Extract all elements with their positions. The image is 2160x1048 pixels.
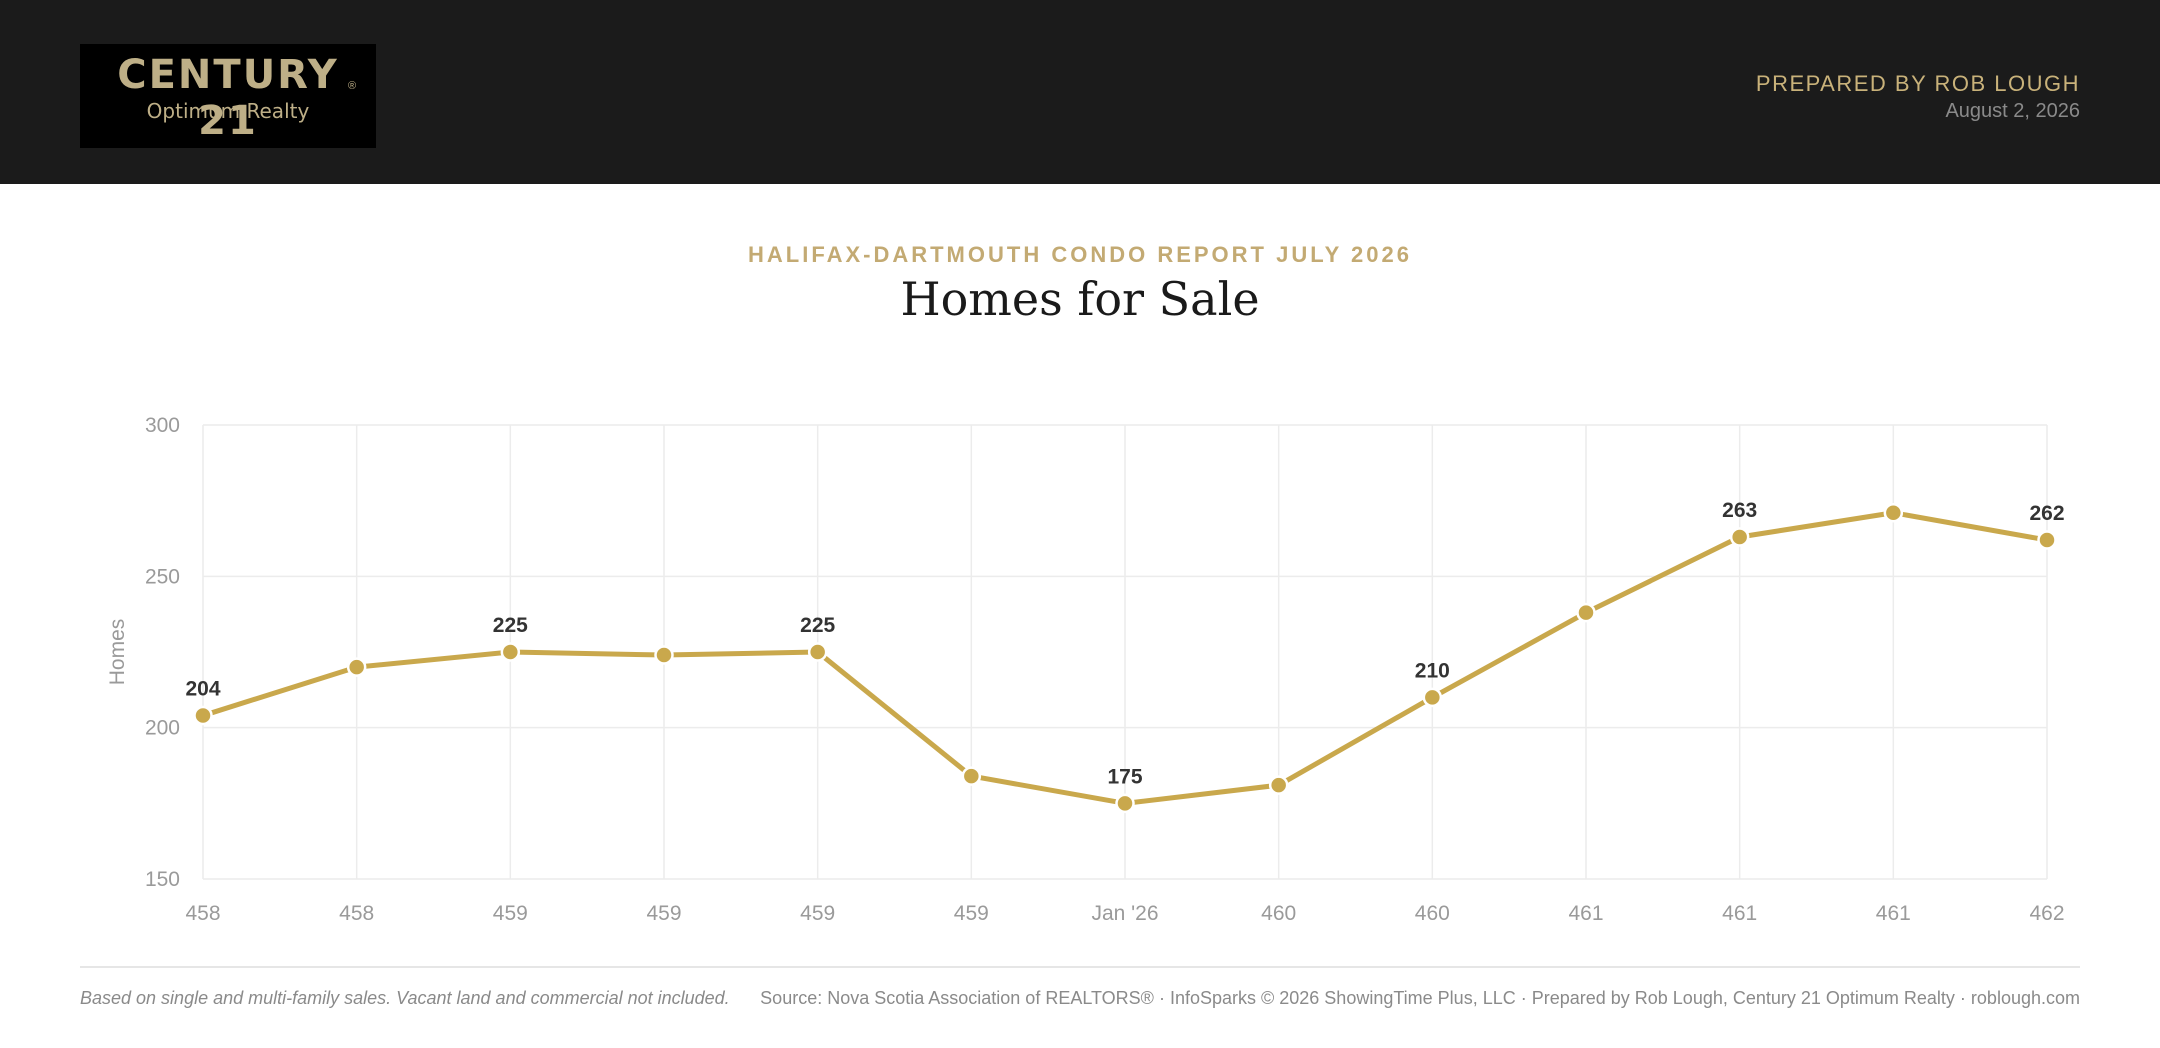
data-point: [1883, 503, 1904, 523]
data-point: [961, 766, 982, 786]
x-tick-label: 459: [493, 902, 528, 925]
x-tick-label: Jan '26: [1091, 902, 1158, 925]
data-label: 263: [1722, 499, 1757, 522]
x-tick-label: 460: [1415, 902, 1450, 925]
footer-source: Source: Nova Scotia Association of REALT…: [760, 988, 2080, 1008]
data-label: 210: [1415, 659, 1450, 682]
prepared-by: PREPARED BY ROB LOUGH: [1755, 71, 2080, 96]
data-label: 225: [493, 614, 528, 637]
y-tick-label: 200: [145, 717, 180, 740]
x-tick-label: 461: [1568, 902, 1603, 925]
logo-registered-mark: ®: [348, 80, 357, 92]
y-tick-label: 150: [145, 868, 180, 891]
report-title: Homes for Sale: [900, 272, 1260, 326]
data-point: [2037, 530, 2057, 550]
y-tick-label: 250: [145, 565, 180, 588]
x-tick-label: 461: [1722, 902, 1757, 925]
data-point: [1576, 602, 1596, 623]
header-bar: CENTURY 21 ® Optimum Realty PREPARED BY …: [0, 0, 2160, 184]
data-point: [654, 645, 674, 665]
y-tick-label: 300: [145, 414, 180, 437]
data-point: [500, 642, 521, 662]
data-label: 175: [1107, 765, 1142, 788]
x-tick-label: 458: [185, 902, 220, 925]
brand-logo[interactable]: CENTURY 21 ® Optimum Realty: [80, 44, 376, 148]
x-tick-label: 459: [954, 902, 989, 925]
x-tick-label: 458: [339, 902, 374, 925]
y-axis-label: Homes: [106, 619, 129, 686]
footer-divider: [80, 966, 2080, 968]
data-point: [807, 642, 828, 662]
data-label: 204: [185, 678, 220, 701]
x-tick-label: 459: [800, 902, 835, 925]
x-tick-label: 459: [646, 902, 681, 925]
footer-note: Based on single and multi-family sales. …: [80, 988, 730, 1008]
data-point: [1115, 793, 1135, 814]
report-date: August 2, 2026: [1945, 100, 2080, 122]
data-point: [1422, 687, 1443, 708]
data-point: [346, 657, 367, 677]
data-label: 262: [2029, 502, 2064, 525]
logo-brand-text: CENTURY 21: [117, 52, 339, 144]
x-tick-label: 462: [2029, 902, 2064, 925]
report-subtitle: HALIFAX-DARTMOUTH CONDO REPORT JULY 2026: [748, 242, 1412, 267]
data-label: 225: [800, 614, 835, 637]
data-point: [1729, 527, 1750, 547]
logo-subtitle: Optimum Realty: [146, 99, 310, 123]
x-tick-label: 460: [1261, 902, 1296, 925]
x-tick-label: 461: [1876, 902, 1911, 925]
data-point: [1268, 775, 1289, 795]
data-point: [193, 705, 213, 726]
